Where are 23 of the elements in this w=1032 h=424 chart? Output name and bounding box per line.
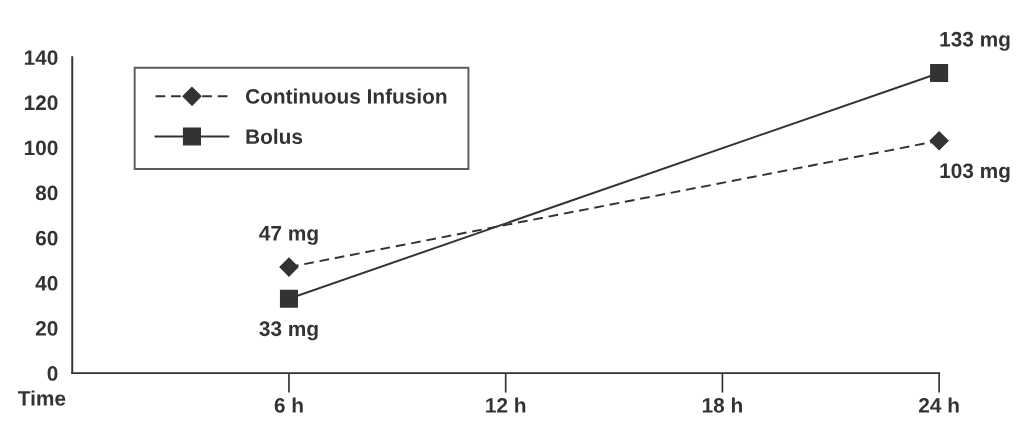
x-tick-label: 6 h <box>274 397 303 413</box>
data-label: 47 mg <box>259 226 318 245</box>
legend-label: Continuous Infusion <box>245 88 447 104</box>
point <box>279 289 298 308</box>
y-tick-label: 140 <box>24 50 58 65</box>
y-tick-label: 100 <box>24 140 58 156</box>
point <box>279 257 299 277</box>
x-tick-label: 18 h <box>702 397 742 413</box>
legend-label: Bolus <box>246 128 303 145</box>
y-tick-label: 80 <box>35 185 58 201</box>
data-label: 33 mg <box>259 321 318 341</box>
y-tick-label: 0 <box>47 366 58 381</box>
x-tick-label: 12 h <box>486 397 526 413</box>
y-tick-label: 120 <box>24 95 58 111</box>
y-tick-label: 20 <box>35 321 58 336</box>
x-tick-label: 24 h <box>919 397 959 413</box>
y-tick-label: 60 <box>35 230 58 246</box>
data-label: 133 mg <box>940 31 1010 51</box>
data-label: 103 mg <box>940 163 1010 183</box>
point <box>929 131 949 151</box>
point <box>930 64 949 83</box>
y-tick-label: 40 <box>35 275 58 291</box>
x-axis-title: Time <box>18 390 66 406</box>
